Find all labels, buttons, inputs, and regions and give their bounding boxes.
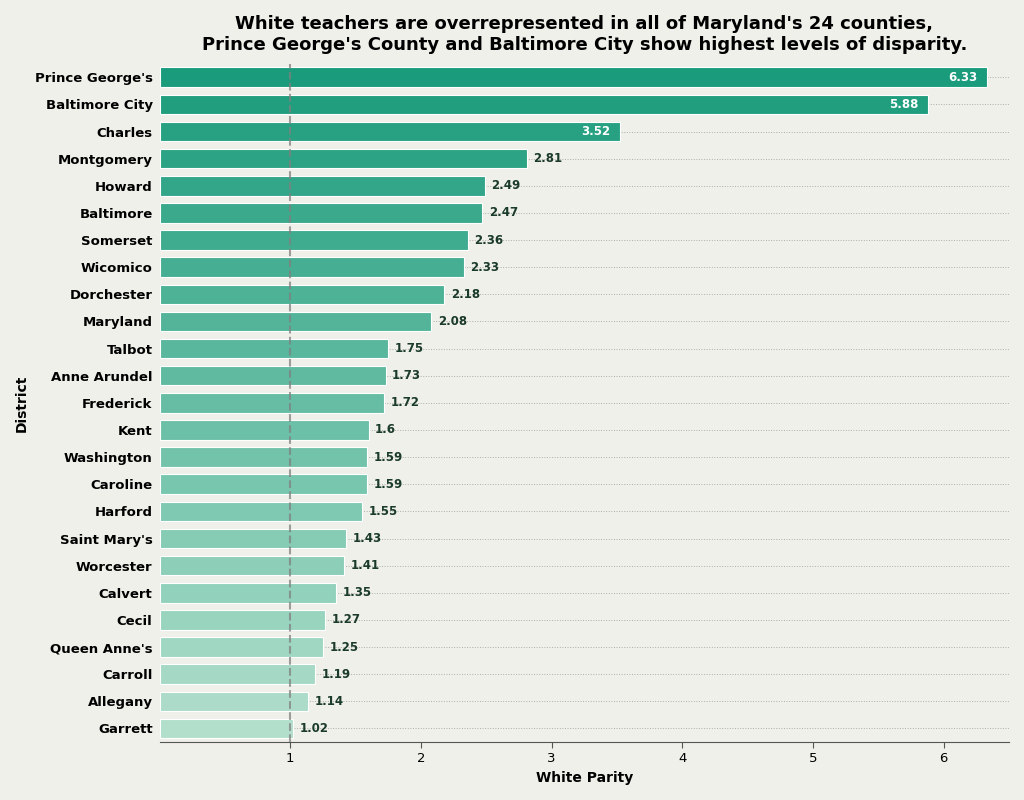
- Bar: [160, 529, 346, 548]
- Text: 2.36: 2.36: [474, 234, 504, 246]
- Text: 1.75: 1.75: [394, 342, 424, 355]
- Bar: [160, 339, 388, 358]
- Bar: [160, 258, 464, 277]
- Bar: [160, 420, 369, 440]
- X-axis label: White Parity: White Parity: [536, 771, 633, 785]
- Bar: [160, 67, 987, 87]
- Bar: [160, 94, 928, 114]
- Text: 1.41: 1.41: [350, 559, 380, 572]
- Bar: [160, 393, 384, 413]
- Text: 1.6: 1.6: [375, 423, 396, 437]
- Bar: [160, 366, 386, 386]
- Bar: [160, 312, 431, 331]
- Bar: [160, 474, 368, 494]
- Text: 5.88: 5.88: [890, 98, 919, 111]
- Text: 1.43: 1.43: [353, 532, 382, 545]
- Text: 2.33: 2.33: [471, 261, 500, 274]
- Text: 1.02: 1.02: [299, 722, 329, 735]
- Title: White teachers are overrepresented in all of Maryland's 24 counties,
Prince Geor: White teachers are overrepresented in al…: [202, 15, 967, 54]
- Text: 1.27: 1.27: [332, 614, 361, 626]
- Bar: [160, 502, 362, 521]
- Bar: [160, 176, 485, 195]
- Bar: [160, 203, 482, 222]
- Bar: [160, 691, 308, 711]
- Text: 1.55: 1.55: [369, 505, 398, 518]
- Bar: [160, 638, 323, 657]
- Bar: [160, 556, 344, 575]
- Text: 2.47: 2.47: [488, 206, 518, 219]
- Text: 1.19: 1.19: [322, 668, 350, 681]
- Bar: [160, 285, 444, 304]
- Text: 1.59: 1.59: [374, 450, 403, 464]
- Text: 3.52: 3.52: [582, 125, 610, 138]
- Bar: [160, 149, 526, 169]
- Text: 2.81: 2.81: [534, 152, 562, 165]
- Bar: [160, 583, 336, 602]
- Bar: [160, 610, 326, 630]
- Text: 1.25: 1.25: [330, 641, 358, 654]
- Text: 1.59: 1.59: [374, 478, 403, 490]
- Bar: [160, 122, 620, 142]
- Bar: [160, 718, 293, 738]
- Text: 1.35: 1.35: [342, 586, 372, 599]
- Y-axis label: District: District: [15, 374, 29, 431]
- Text: 2.49: 2.49: [492, 179, 521, 192]
- Text: 1.72: 1.72: [391, 396, 420, 410]
- Text: 2.18: 2.18: [451, 288, 480, 301]
- Bar: [160, 447, 368, 467]
- Bar: [160, 230, 468, 250]
- Text: 1.14: 1.14: [315, 695, 344, 708]
- Text: 6.33: 6.33: [948, 70, 978, 84]
- Text: 1.73: 1.73: [392, 370, 421, 382]
- Text: 2.08: 2.08: [438, 315, 467, 328]
- Bar: [160, 665, 315, 684]
